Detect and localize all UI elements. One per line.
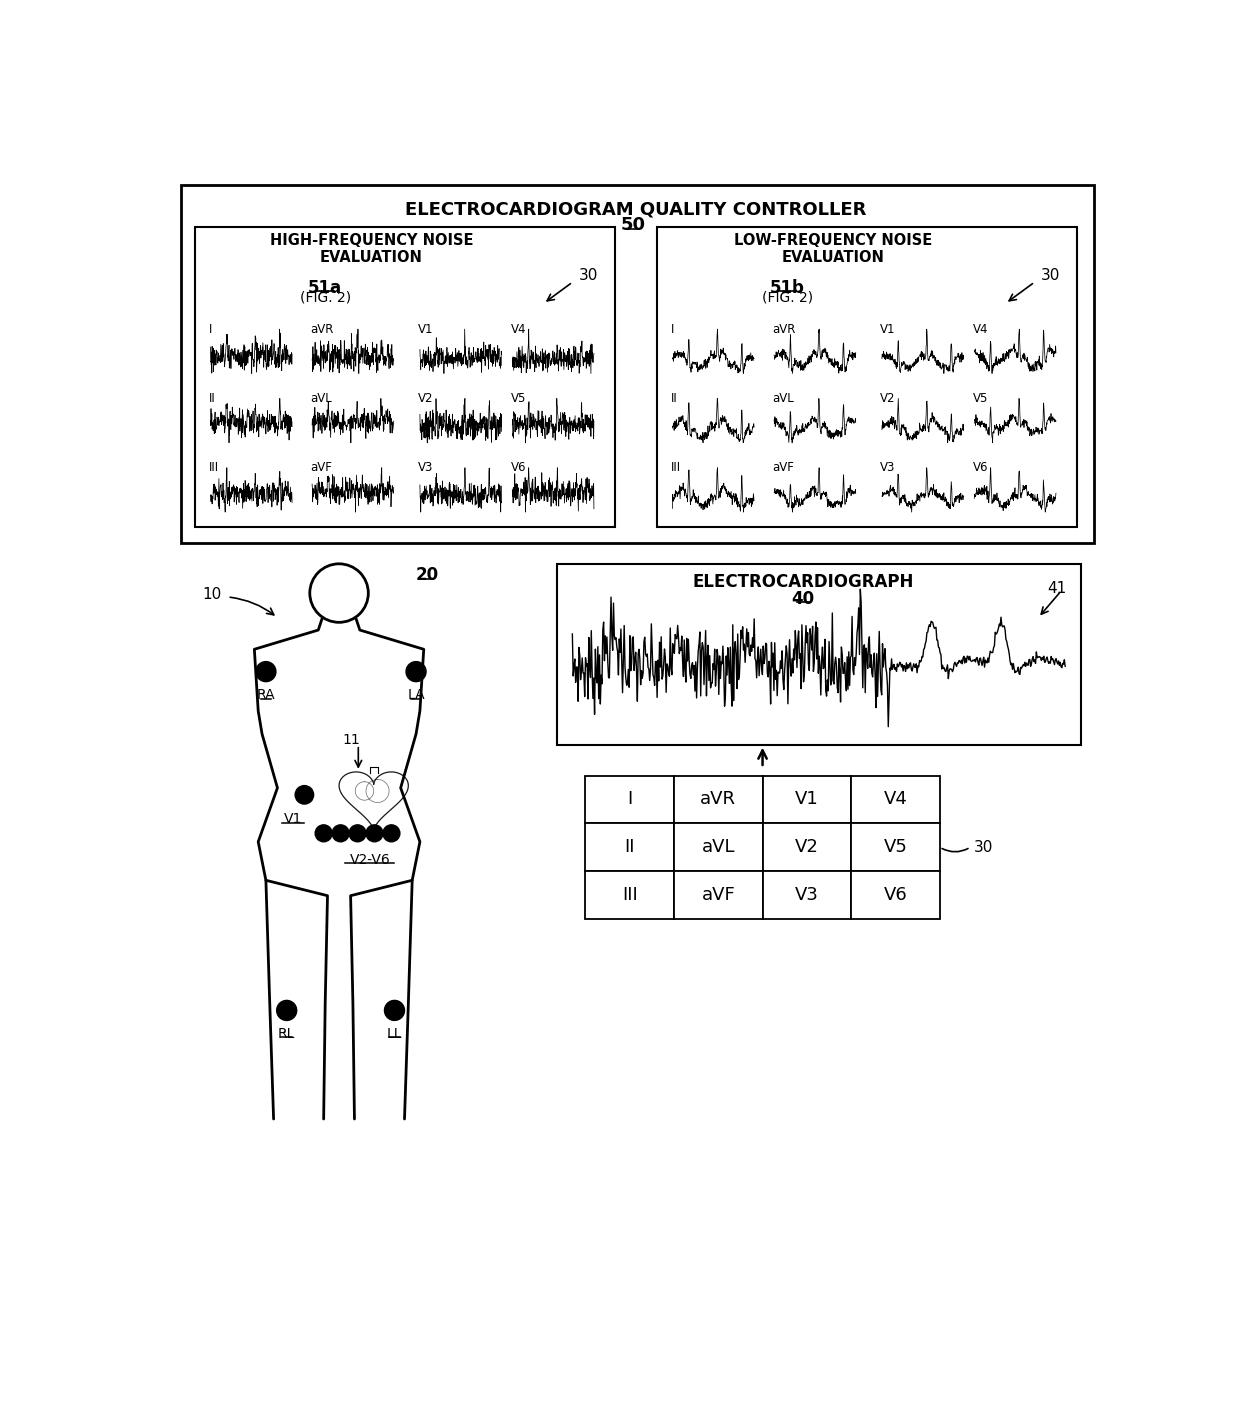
Bar <box>557 563 1080 744</box>
Text: V5: V5 <box>883 838 908 856</box>
Circle shape <box>295 786 314 804</box>
Bar <box>195 227 615 526</box>
Bar <box>763 776 851 823</box>
Bar <box>657 227 1076 526</box>
Text: V1: V1 <box>795 790 818 809</box>
Text: II: II <box>208 392 216 405</box>
Text: 50: 50 <box>621 215 646 234</box>
Text: 30: 30 <box>975 840 993 854</box>
Bar <box>763 823 851 871</box>
Text: RA: RA <box>257 687 275 702</box>
Text: III: III <box>621 886 637 904</box>
Bar <box>675 871 763 918</box>
Text: V4: V4 <box>972 322 988 335</box>
Text: aVF: aVF <box>310 462 332 475</box>
Text: V3: V3 <box>880 462 895 475</box>
Text: V5: V5 <box>511 392 526 405</box>
Text: 20: 20 <box>417 566 439 585</box>
Bar <box>181 185 1094 543</box>
Text: 51b: 51b <box>770 279 805 297</box>
Circle shape <box>366 824 383 841</box>
Text: V2-V6: V2-V6 <box>350 853 391 867</box>
Bar <box>585 871 675 918</box>
Bar <box>763 871 851 918</box>
Text: HIGH-FREQUENCY NOISE
EVALUATION: HIGH-FREQUENCY NOISE EVALUATION <box>269 232 474 265</box>
Text: I: I <box>627 790 632 809</box>
Text: aVL: aVL <box>310 392 332 405</box>
Text: aVR: aVR <box>701 790 737 809</box>
Circle shape <box>383 824 399 841</box>
Text: V1: V1 <box>418 322 434 335</box>
Text: V2: V2 <box>418 392 434 405</box>
Text: V6: V6 <box>511 462 526 475</box>
Circle shape <box>277 1001 296 1021</box>
Circle shape <box>405 662 427 682</box>
Text: II: II <box>671 392 678 405</box>
Circle shape <box>384 1001 404 1021</box>
Bar <box>851 871 940 918</box>
Text: aVR: aVR <box>310 322 334 335</box>
Text: aVF: aVF <box>702 886 735 904</box>
Bar <box>675 776 763 823</box>
Text: 30: 30 <box>1040 268 1060 284</box>
Text: aVF: aVF <box>773 462 795 475</box>
Circle shape <box>332 824 350 841</box>
Bar <box>585 823 675 871</box>
Text: V6: V6 <box>972 462 988 475</box>
Bar <box>585 776 675 823</box>
Text: V6: V6 <box>883 886 908 904</box>
Text: V2: V2 <box>795 838 818 856</box>
Circle shape <box>350 824 366 841</box>
Text: I: I <box>671 322 675 335</box>
Text: (FIG. 2): (FIG. 2) <box>300 291 351 305</box>
Text: 51a: 51a <box>308 279 342 297</box>
Text: RL: RL <box>278 1027 295 1041</box>
Circle shape <box>315 824 332 841</box>
Text: V1: V1 <box>880 322 895 335</box>
Text: III: III <box>671 462 681 475</box>
Text: aVL: aVL <box>702 838 735 856</box>
Text: III: III <box>208 462 219 475</box>
Text: 11: 11 <box>343 733 361 747</box>
Text: ELECTROCARDIOGRAM QUALITY CONTROLLER: ELECTROCARDIOGRAM QUALITY CONTROLLER <box>404 201 867 218</box>
Text: LOW-FREQUENCY NOISE
EVALUATION: LOW-FREQUENCY NOISE EVALUATION <box>734 232 932 265</box>
Text: 10: 10 <box>203 588 222 602</box>
Bar <box>851 776 940 823</box>
Text: (FIG. 2): (FIG. 2) <box>761 291 812 305</box>
Text: II: II <box>625 838 635 856</box>
Text: I: I <box>208 322 212 335</box>
Text: V3: V3 <box>795 886 818 904</box>
Text: V1: V1 <box>284 811 303 826</box>
Text: V3: V3 <box>418 462 434 475</box>
Text: LL: LL <box>387 1027 402 1041</box>
Text: aVR: aVR <box>773 322 796 335</box>
Text: 41: 41 <box>1048 580 1066 596</box>
Bar <box>675 823 763 871</box>
Text: V4: V4 <box>883 790 908 809</box>
Text: V4: V4 <box>511 322 526 335</box>
Text: 30: 30 <box>579 268 598 284</box>
Text: V5: V5 <box>972 392 988 405</box>
Text: LA: LA <box>407 687 425 702</box>
Text: aVL: aVL <box>773 392 795 405</box>
Circle shape <box>255 662 277 682</box>
Text: V2: V2 <box>880 392 895 405</box>
Bar <box>851 823 940 871</box>
Text: 40: 40 <box>791 590 815 607</box>
Text: ELECTROCARDIOGRAPH: ELECTROCARDIOGRAPH <box>692 573 914 590</box>
